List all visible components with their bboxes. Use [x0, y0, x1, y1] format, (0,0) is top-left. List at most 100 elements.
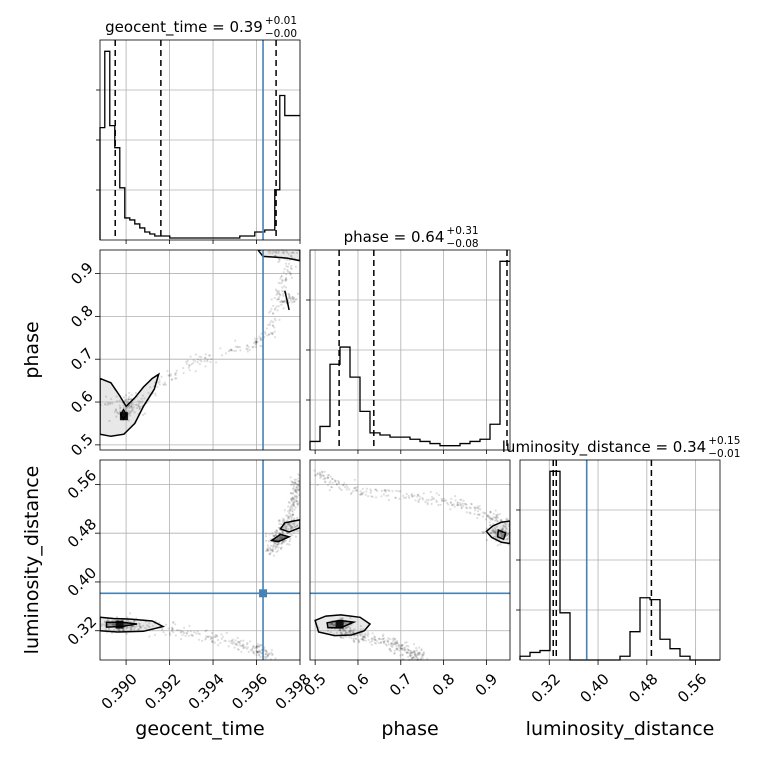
joint-geocent_time-luminosity_distance-blob-3-cluster-31	[279, 535, 282, 538]
joint-geocent_time-luminosity_distance-ridge-1-sample-231	[295, 478, 298, 481]
joint-geocent_time-phase-blob-2-cluster-12	[267, 250, 270, 253]
joint-geocent_time-luminosity_distance-blob-1-cluster-8	[116, 628, 119, 632]
joint-phase-luminosity_distance-ridge-0-sample-253	[503, 522, 507, 525]
joint-geocent_time-luminosity_distance-ridge-1-sample-51	[287, 516, 290, 519]
joint-phase-luminosity_distance-ridge-0-sample-137	[395, 489, 398, 492]
joint-geocent_time-phase-ridge-0-sample-54	[230, 348, 233, 351]
xtick-label-luminosity_distance-0: 0.32	[528, 670, 564, 706]
joint-geocent_time-luminosity_distance-ridge-0-sample-197	[256, 645, 259, 648]
joint-geocent_time-phase-contour-0	[100, 372, 160, 438]
joint-geocent_time-phase-ridge-0-sample-192	[219, 347, 222, 350]
joint-phase-luminosity_distance-ridge-0-sample-128	[429, 490, 432, 493]
joint-geocent_time-phase-ridge-0-sample-133	[137, 404, 140, 407]
joint-phase-luminosity_distance-ridge-0-sample-23	[449, 501, 452, 504]
joint-geocent_time-phase-ridge-0-sample-126	[254, 346, 257, 349]
joint-geocent_time-luminosity_distance-ridge-1-sample-77	[288, 517, 291, 520]
joint-geocent_time-luminosity_distance-ridge-0-sample-66	[265, 649, 268, 652]
joint-geocent_time-phase-blob-1-cluster-32	[119, 410, 122, 413]
joint-geocent_time-phase-blob-1-cluster-1	[129, 414, 132, 417]
joint-geocent_time-phase-blob-1-cluster-14	[115, 409, 118, 412]
joint-phase-luminosity_distance-blob-1-cluster-5	[332, 623, 335, 627]
joint-phase-luminosity_distance-ridge-1-sample-3	[386, 639, 389, 642]
joint-geocent_time-luminosity_distance-ridge-1-sample-45	[271, 547, 275, 551]
joint-phase-luminosity_distance-ridge-0-sample-257	[382, 493, 385, 496]
joint-phase-luminosity_distance-ridge-0-sample-217	[407, 495, 410, 498]
joint-phase-luminosity_distance-ridge-0-sample-226	[327, 473, 330, 477]
joint-phase-luminosity_distance-blob-1-cluster-43	[335, 631, 338, 634]
joint-geocent_time-luminosity_distance-ridge-1-sample-41	[268, 553, 272, 556]
joint-phase-luminosity_distance-ridge-1-sample-211	[396, 647, 399, 650]
joint-geocent_time-phase-ridge-0-sample-73	[130, 405, 133, 408]
joint-geocent_time-luminosity_distance-ridge-0-sample-57	[210, 637, 213, 640]
joint-phase-luminosity_distance-blob-2-cluster-1	[493, 527, 496, 530]
joint-phase-luminosity_distance-ridge-1-sample-154	[352, 639, 355, 642]
ytick-label-luminosity_distance-2: 0.48	[64, 515, 100, 551]
joint-phase-luminosity_distance-ridge-0-sample-4	[442, 497, 445, 500]
joint-phase-luminosity_distance-blob-1-cluster-13	[348, 626, 352, 629]
joint-phase-luminosity_distance-ridge-0-sample-121	[411, 495, 414, 498]
joint-phase-luminosity_distance-ridge-0-sample-208	[456, 501, 459, 504]
joint-phase-luminosity_distance-ridge-0-sample-136	[495, 517, 498, 521]
joint-geocent_time-luminosity_distance-ridge-0-sample-59	[264, 657, 267, 660]
joint-phase-luminosity_distance-ridge-0-sample-180	[492, 515, 495, 519]
joint-geocent_time-phase-blob-2-cluster-17	[282, 252, 285, 255]
joint-geocent_time-phase-blob-0-cluster-8	[129, 398, 132, 401]
joint-geocent_time-phase-ridge-0-sample-91	[158, 383, 161, 386]
joint-phase-luminosity_distance-ridge-1-sample-50	[348, 630, 351, 633]
joint-geocent_time-phase-ridge-0-sample-109	[259, 337, 262, 340]
joint-geocent_time-luminosity_distance-ridge-0-sample-240	[219, 641, 222, 645]
joint-geocent_time-phase-ridge-0-sample-198	[252, 341, 256, 344]
joint-phase-luminosity_distance-ridge-1-sample-200	[356, 634, 359, 637]
joint-phase-luminosity_distance-ridge-1-sample-61	[378, 637, 381, 640]
joint-geocent_time-phase-blob-1-cluster-33	[129, 411, 132, 414]
joint-phase-luminosity_distance-blob-3-cluster-44	[490, 531, 493, 535]
joint-geocent_time-luminosity_distance-ridge-1-sample-20	[269, 547, 272, 550]
joint-phase-luminosity_distance-ridge-0-sample-247	[326, 476, 329, 479]
joint-geocent_time-luminosity_distance-ridge-0-sample-79	[268, 652, 271, 655]
joint-phase-luminosity_distance-ridge-0-sample-114	[505, 518, 508, 521]
joint-phase-luminosity_distance-blob-3-cluster-26	[482, 531, 485, 535]
joint-phase-luminosity_distance-ridge-0-sample-94	[371, 495, 374, 498]
joint-geocent_time-luminosity_distance-ridge-1-sample-188	[285, 514, 288, 517]
joint-phase-luminosity_distance-ridge-1-sample-74	[373, 639, 376, 642]
joint-geocent_time-phase-blob-0-cluster-10	[128, 391, 131, 394]
joint-geocent_time-luminosity_distance-ridge-1-sample-79	[297, 501, 300, 504]
joint-geocent_time-phase-ridge-0-sample-36	[283, 285, 286, 288]
joint-geocent_time-luminosity_distance-ridge-1-sample-132	[290, 515, 293, 518]
joint-phase-luminosity_distance-ridge-0-sample-5	[318, 473, 322, 476]
joint-geocent_time-phase-blob-0-cluster-4	[134, 391, 137, 395]
joint-geocent_time-luminosity_distance-blob-1-cluster-34	[111, 622, 115, 626]
joint-geocent_time-luminosity_distance-ridge-0-sample-227	[193, 631, 196, 634]
joint-phase-luminosity_distance-ridge-1-sample-117	[362, 639, 365, 642]
joint-phase-luminosity_distance-ridge-1-sample-160	[352, 629, 355, 632]
joint-geocent_time-luminosity_distance-ridge-1-sample-133	[279, 547, 283, 551]
joint-geocent_time-luminosity_distance-ridge-0-sample-257	[239, 644, 242, 648]
joint-geocent_time-luminosity_distance-blob-2-cluster-5	[289, 527, 292, 531]
joint-phase-luminosity_distance-ridge-0-sample-33	[493, 519, 496, 522]
joint-phase-luminosity_distance-blob-0-cluster-0	[359, 625, 362, 628]
joint-geocent_time-luminosity_distance-ridge-0-sample-208	[244, 646, 247, 649]
joint-geocent_time-luminosity_distance-ridge-0-sample-50	[103, 620, 107, 623]
joint-geocent_time-phase-ridge-0-sample-23	[168, 374, 171, 377]
joint-geocent_time-luminosity_distance-blob-2-cluster-12	[295, 529, 298, 533]
joint-geocent_time-phase-blob-1-cluster-3	[115, 415, 118, 418]
joint-geocent_time-phase-ridge-0-sample-88	[185, 360, 188, 363]
joint-geocent_time-phase-ridge-0-sample-129	[290, 255, 293, 258]
joint-geocent_time-luminosity_distance-ridge-0-sample-41	[138, 624, 141, 628]
joint-phase-luminosity_distance-ridge-1-sample-22	[372, 637, 375, 640]
joint-geocent_time-phase-ridge-0-sample-43	[284, 277, 287, 281]
joint-geocent_time-luminosity_distance-ridge-1-sample-163	[297, 483, 300, 486]
joint-geocent_time-luminosity_distance-blob-2-cluster-4	[296, 524, 299, 527]
joint-phase-luminosity_distance-ridge-0-sample-14	[459, 498, 462, 501]
joint-phase-luminosity_distance-ridge-1-sample-111	[418, 652, 421, 655]
joint-phase-luminosity_distance-ridge-0-sample-150	[503, 525, 506, 528]
joint-geocent_time-luminosity_distance-ridge-1-sample-68	[279, 537, 282, 540]
joint-geocent_time-luminosity_distance-ridge-1-sample-114	[293, 521, 296, 525]
joint-phase-luminosity_distance-ridge-1-sample-177	[422, 653, 425, 656]
joint-phase-luminosity_distance-ridge-1-sample-217	[407, 651, 410, 654]
joint-phase-luminosity_distance-ridge-1-sample-250	[418, 646, 421, 649]
joint-geocent_time-phase-blob-2-cluster-3	[277, 249, 280, 253]
joint-phase-luminosity_distance-ridge-0-sample-241	[494, 509, 497, 512]
joint-geocent_time-phase-blob-0-cluster-12	[124, 394, 127, 397]
